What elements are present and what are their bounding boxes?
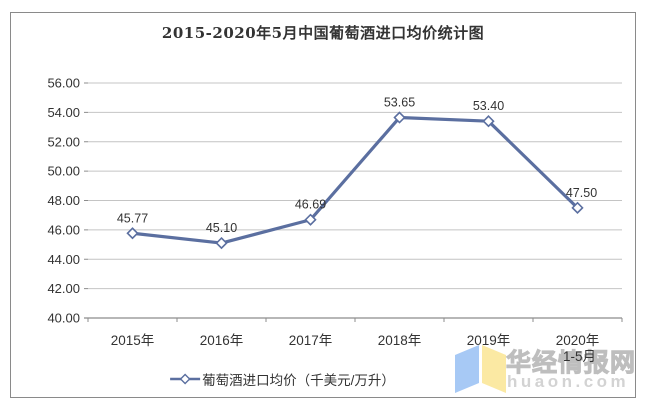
- x-axis-label: 2015年: [111, 333, 155, 348]
- x-axis-label: 2018年: [378, 333, 422, 348]
- x-axis-label: 2017年: [289, 333, 333, 348]
- y-axis-label: 42.00: [47, 281, 80, 296]
- data-label: 53.40: [473, 99, 504, 113]
- legend: 葡萄酒进口均价（千美元/万升）: [169, 369, 395, 389]
- legend-label: 葡萄酒进口均价（千美元/万升）: [202, 373, 395, 388]
- data-label: 45.77: [117, 211, 148, 225]
- y-axis-label: 44.00: [47, 252, 80, 267]
- logo-left-panel: [455, 345, 479, 393]
- data-point-marker: [571, 201, 584, 214]
- y-axis-label: 48.00: [47, 193, 80, 208]
- series-line: [130, 115, 580, 245]
- data-point-marker: [304, 213, 317, 226]
- y-axis-label: 40.00: [47, 311, 80, 326]
- watermark-brand-text: 华经情报网: [505, 349, 637, 378]
- y-axis-label: 46.00: [47, 222, 80, 237]
- x-axis-label: 2016年: [200, 333, 244, 348]
- x-axis-label: 2019年: [467, 333, 511, 348]
- y-axis-label: 50.00: [47, 164, 80, 179]
- data-label: 46.69: [295, 198, 326, 212]
- logo-right-panel: [482, 345, 506, 393]
- y-axis-label: 56.00: [47, 76, 80, 91]
- watermark-domain-text: huaon.com: [507, 372, 630, 391]
- y-axis-label: 54.00: [47, 105, 80, 120]
- data-label: 47.50: [566, 186, 597, 200]
- data-point-marker: [126, 227, 139, 240]
- x-axis-label: 2020年: [556, 333, 600, 348]
- data-point-marker: [482, 115, 495, 128]
- x-axis-sublabel: 1-5月: [563, 349, 596, 364]
- data-label: 45.10: [206, 221, 237, 235]
- y-axis-label: 52.00: [47, 134, 80, 149]
- legend-marker-icon: [170, 373, 201, 385]
- data-label: 53.65: [384, 96, 415, 110]
- data-point-marker: [215, 236, 228, 250]
- data-point-marker: [393, 111, 406, 124]
- chart-title: 2015-2020年5月中国葡萄酒进口均价统计图: [161, 24, 485, 42]
- huaon-flag-logo-icon: [455, 345, 506, 393]
- watermark: 华经情报网 huaon.com: [455, 343, 637, 395]
